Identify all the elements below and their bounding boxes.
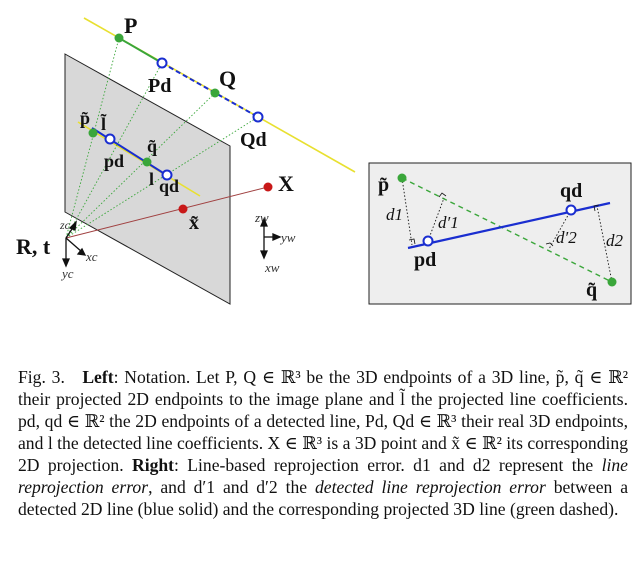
left-panel: P Pd Q Qd X x̃ p̃ l̃ pd q̃ l qd R, t zc …: [16, 13, 356, 305]
label-pd: pd: [104, 151, 124, 171]
figure-3: P Pd Q Qd X x̃ p̃ l̃ pd q̃ l qd R, t zc …: [16, 13, 632, 305]
right-angle-markers: [408, 192, 600, 247]
right-point-q-tilde: [607, 277, 617, 287]
caption-emphasis-2: detected line reprojection error: [314, 477, 546, 497]
segment-P-Pd: [118, 37, 163, 64]
label-xc: xc: [85, 249, 98, 264]
caption-emphasis-1: line reprojection error: [18, 455, 628, 497]
label-P: P: [124, 13, 137, 38]
right-label-p-tilde: p̃: [378, 174, 389, 196]
right-point-qd: [565, 204, 577, 216]
label-p-tilde: p̃: [80, 108, 90, 128]
label-xw: xw: [264, 260, 280, 275]
point-qd: [161, 169, 173, 181]
projection-rays: [65, 37, 259, 239]
point-Qd: [252, 111, 264, 123]
right-panel-frame: [368, 162, 632, 305]
point-q-tilde: [142, 157, 152, 167]
point-pd: [104, 133, 116, 145]
caption-text-4: between a detected 2D line (blue solid) …: [18, 477, 628, 519]
point-p-tilde: [88, 128, 98, 138]
label-l: l: [149, 169, 154, 189]
right-label-pd: pd: [414, 249, 436, 271]
point-P: [114, 33, 124, 43]
label-zc: zc: [59, 218, 71, 232]
label-l-tilde: l̃: [101, 113, 107, 134]
right-label-d1: d1: [386, 205, 403, 224]
label-Rt: R, t: [16, 234, 51, 259]
label-yc: yc: [60, 266, 74, 281]
label-x-tilde: x̃: [189, 212, 199, 234]
label-qd: qd: [159, 176, 179, 196]
right-label-q-tilde: q̃: [586, 279, 597, 301]
caption-text-1: : Notation. Let P, Q ∈ ℝ³ be the 3D endp…: [18, 367, 628, 475]
ray-X: [65, 186, 269, 239]
caption-left-heading: Left: [82, 367, 114, 387]
label-q-tilde: q̃: [147, 136, 157, 156]
projected-line-green-dashed: [401, 177, 613, 283]
right-panel: p̃ d1 d′1 pd qd d′2 d2 q̃: [368, 162, 632, 305]
figure-caption: Fig. 3. Left: Notation. Let P, Q ∈ ℝ³ be…: [18, 366, 628, 520]
camera-axes: [62, 220, 87, 268]
point-Q: [210, 88, 220, 98]
point-x-tilde: [178, 204, 188, 214]
right-label-d2p: d′2: [556, 228, 577, 247]
caption-text-2: : Line-based reprojection error. d1 and …: [174, 455, 594, 475]
detected-line-l: [91, 127, 169, 177]
right-label-qd: qd: [560, 180, 582, 202]
caption-right-heading: Right: [131, 455, 175, 475]
right-point-p-tilde: [397, 173, 407, 183]
caption-text-3: , and d′1 and d′2 the: [148, 477, 308, 497]
right-point-pd: [422, 235, 434, 247]
label-Q: Q: [219, 66, 236, 91]
segment-Pd-Qd: [161, 62, 259, 118]
label-zw: zw: [254, 210, 269, 225]
label-yw: yw: [279, 230, 296, 245]
point-Pd: [156, 57, 168, 69]
world-axes: [260, 217, 282, 260]
label-X: X: [278, 171, 294, 196]
distance-segments: [401, 177, 613, 283]
right-label-d2: d2: [606, 231, 624, 250]
projected-line-l-tilde: [77, 121, 201, 197]
caption-fig-number: Fig. 3.: [18, 367, 65, 387]
image-plane: [64, 53, 231, 305]
point-X: [263, 182, 273, 192]
label-Qd: Qd: [240, 129, 267, 151]
right-label-d1p: d′1: [438, 213, 459, 232]
label-Pd: Pd: [148, 75, 171, 97]
